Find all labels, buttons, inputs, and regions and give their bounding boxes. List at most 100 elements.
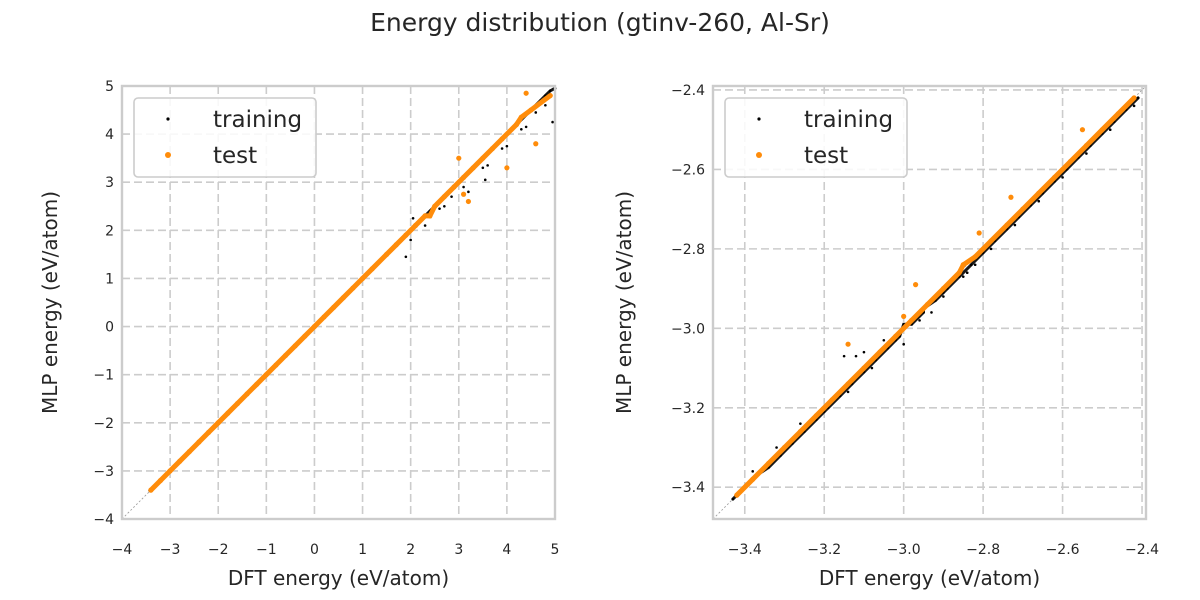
y-tick-label: −3.2 <box>671 401 705 417</box>
training-point <box>520 128 523 131</box>
test-legend-marker <box>756 152 762 158</box>
test-point <box>845 341 851 347</box>
y-tick-label: −3.0 <box>671 321 705 337</box>
test-legend-marker <box>165 152 171 158</box>
x-tick-label: −1 <box>256 542 277 558</box>
x-tick-label: −2.6 <box>1046 542 1080 558</box>
x-tick-label: −3.4 <box>728 542 762 558</box>
training-point <box>842 354 846 358</box>
training-point <box>404 255 408 259</box>
y-tick-label: −2.4 <box>671 83 705 99</box>
test-point <box>1008 194 1014 200</box>
x-tick-label: 1 <box>358 542 367 558</box>
y-tick-label: −2.8 <box>671 242 705 258</box>
training-point <box>551 120 554 124</box>
training-point <box>505 144 509 148</box>
x-tick-label: 3 <box>454 542 463 558</box>
training-point <box>902 342 905 346</box>
y-tick-label: −3.4 <box>671 480 705 496</box>
training-point <box>965 271 969 275</box>
training-point <box>450 195 453 198</box>
y-tick-label: 1 <box>105 271 114 287</box>
y-tick-label: 2 <box>105 223 114 239</box>
x-axis-label: DFT energy (eV/atom) <box>819 566 1040 590</box>
training-point <box>524 125 528 129</box>
x-tick-label: −3.2 <box>807 542 841 558</box>
training-point <box>423 224 427 227</box>
training-point <box>411 217 415 220</box>
x-tick-label: 0 <box>310 542 319 558</box>
test-point <box>533 141 539 147</box>
x-tick-label: −2 <box>208 542 229 558</box>
test-legend-label: test <box>804 143 848 169</box>
training-point <box>462 185 465 189</box>
y-tick-label: −2 <box>93 416 114 432</box>
training-point <box>775 446 778 449</box>
training-point <box>443 204 446 208</box>
training-point <box>942 295 945 298</box>
training-point <box>854 354 858 358</box>
training-point <box>500 147 504 150</box>
training-point <box>483 178 487 182</box>
training-legend-marker <box>757 117 761 121</box>
training-point <box>862 350 866 354</box>
training-point <box>973 263 977 267</box>
y-tick-label: −3 <box>93 464 114 480</box>
y-tick-label: 5 <box>105 79 114 95</box>
training-point <box>409 238 412 242</box>
test-point <box>456 155 462 161</box>
test-point <box>460 191 467 197</box>
y-tick-label: 4 <box>105 127 114 143</box>
x-tick-label: 2 <box>406 542 415 558</box>
x-tick-label: −3.0 <box>887 542 921 558</box>
test-diagonal-band <box>148 93 553 493</box>
test-point <box>901 313 907 319</box>
training-point <box>1013 223 1017 227</box>
training-point <box>918 319 921 322</box>
x-tick-label: −2.4 <box>1125 542 1159 558</box>
test-legend-label: test <box>213 143 257 169</box>
x-tick-label: 5 <box>551 542 560 558</box>
training-point <box>882 338 886 342</box>
y-axis-label: MLP energy (eV/atom) <box>612 191 636 414</box>
training-point <box>961 275 965 278</box>
training-point <box>1132 104 1136 108</box>
test-diagonal-band <box>734 95 1137 498</box>
training-point <box>846 390 850 394</box>
y-tick-label: 3 <box>105 175 114 191</box>
legend-box <box>133 97 317 178</box>
training-point <box>799 422 802 425</box>
y-tick-label: −4 <box>93 512 114 528</box>
x-tick-label: −3 <box>160 542 181 558</box>
right-scatter-panel: −3.4 −3.2 −3.0 −2.8 −2.6 −2.4 −3.4 −3.2 −3.0 −2.8… <box>612 83 1159 590</box>
y-axis-label: MLP energy (eV/atom) <box>38 191 62 414</box>
training-point <box>989 247 993 251</box>
training-point <box>751 470 755 473</box>
plot-frame <box>120 84 557 521</box>
legend-box <box>724 97 908 178</box>
x-axis-label: DFT energy (eV/atom) <box>228 566 449 590</box>
left-scatter-panel: −4 −3 −2 −1 0 1 2 3 4 5 −4 −3 −2 −1 0 1 2 3 4 5 DFT energy (… <box>38 79 559 590</box>
y-tick-label: 0 <box>105 320 114 336</box>
test-point <box>976 230 982 236</box>
training-point <box>1037 199 1041 203</box>
training-legend-marker <box>166 117 170 121</box>
x-tick-label: −4 <box>112 542 133 558</box>
y-tick-label: −2.6 <box>671 162 705 178</box>
test-point <box>504 165 510 171</box>
training-point <box>486 164 489 167</box>
training-legend-label: training <box>804 107 893 133</box>
training-point <box>481 166 485 170</box>
x-tick-label: −2.8 <box>966 542 1000 558</box>
figure-title: Energy distribution (gtinv-260, Al-Sr) <box>370 8 830 37</box>
training-point <box>534 111 538 114</box>
plot-frame <box>711 84 1148 521</box>
training-point <box>544 103 547 107</box>
training-point <box>930 311 933 314</box>
training-point <box>438 207 441 210</box>
test-point <box>465 198 471 205</box>
test-point <box>913 282 919 288</box>
test-point <box>523 90 529 96</box>
